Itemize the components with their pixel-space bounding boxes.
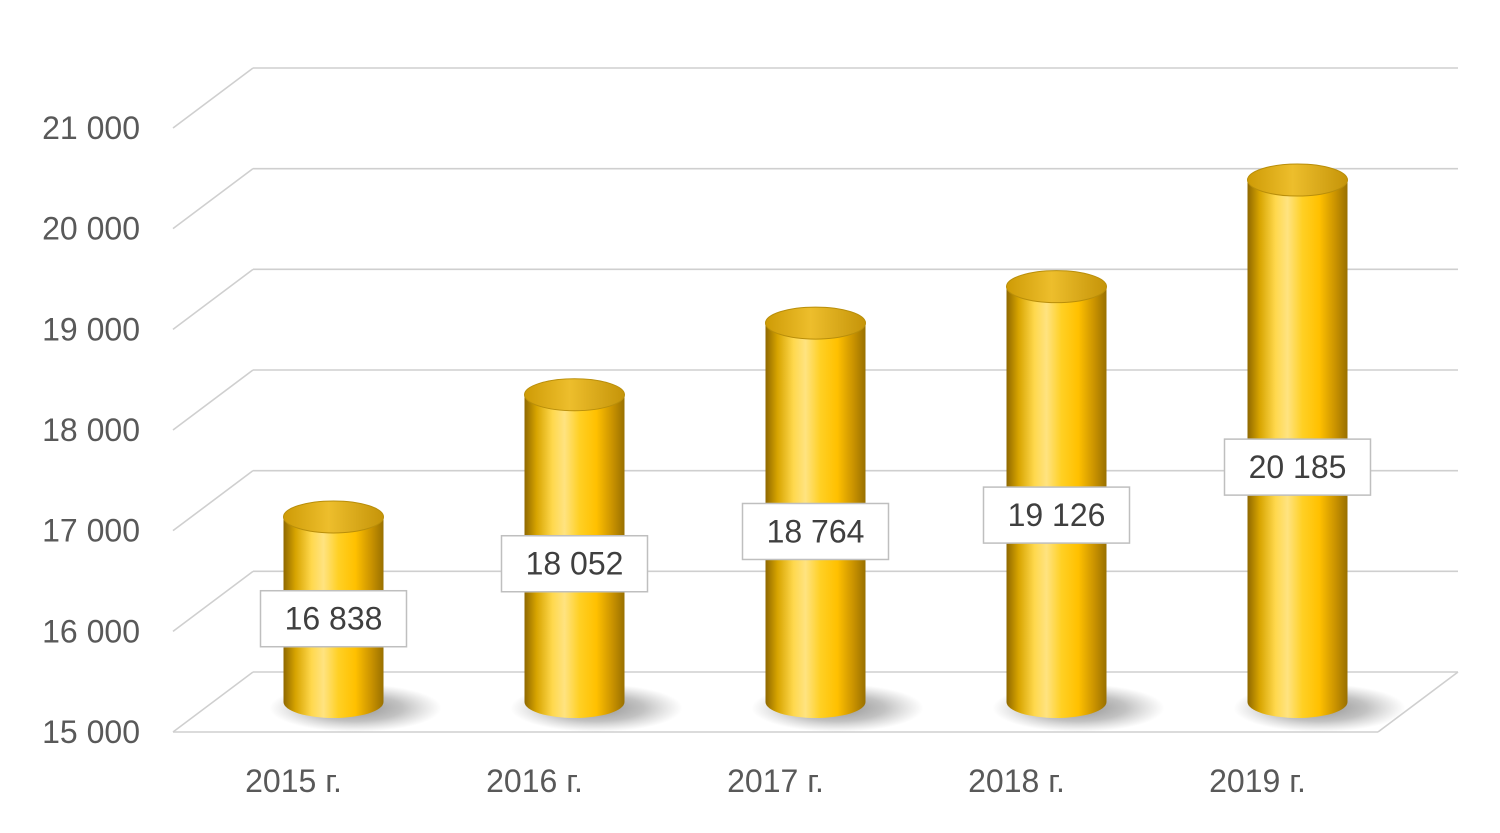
data-label-box: [741, 502, 890, 561]
data-label-box: [500, 534, 649, 593]
data-label: 18 764: [741, 502, 890, 561]
y-axis-tick-label: 17 000: [42, 513, 140, 549]
data-label-value: 19 126: [1008, 497, 1106, 533]
cylinder-top: [524, 378, 625, 412]
gridline-side-diagonal: [172, 369, 254, 431]
data-label: 19 126: [982, 486, 1131, 544]
data-label-box: [1223, 438, 1372, 496]
y-axis-tick-label: 15 000: [42, 714, 140, 750]
x-axis-tick-label: 2019 г.: [1209, 763, 1306, 799]
gridline-side-diagonal: [172, 470, 254, 532]
x-axis-tick-label: 2018 г.: [968, 763, 1065, 799]
gridline-side-diagonal: [172, 570, 254, 632]
x-axis-tick-label: 2017 г.: [727, 763, 824, 799]
y-axis-tick-label: 20 000: [42, 211, 140, 247]
x-axis-tick-label: 2015 г.: [245, 763, 342, 799]
y-axis-tick-label: 16 000: [42, 613, 140, 649]
y-axis-tick-label: 18 000: [42, 412, 140, 448]
data-label: 16 838: [259, 589, 408, 648]
data-label: 18 052: [500, 534, 649, 593]
gridline-side-diagonal: [172, 67, 254, 129]
data-label-value: 16 838: [285, 601, 383, 637]
data-label-value: 20 185: [1249, 449, 1347, 485]
gridline-side-diagonal: [172, 671, 254, 733]
data-label-value: 18 052: [526, 546, 624, 582]
y-axis-tick-label: 19 000: [42, 311, 140, 347]
gridline-side-diagonal: [172, 268, 254, 330]
data-label-box: [259, 589, 408, 648]
data-label: 20 185: [1223, 438, 1372, 496]
cylinder-top: [1006, 270, 1107, 304]
cylinder-top: [1247, 163, 1348, 197]
data-label-value: 18 764: [767, 513, 865, 549]
y-axis-tick-label: 21 000: [42, 110, 140, 146]
y-axis-labels: 15 000 16 000 17 000 18 000 19 000 20 000 21 0…: [42, 110, 140, 750]
x-axis-labels: 2015 г. 2016 г. 2017 г. 2018 г. 2019 г.: [245, 763, 1306, 799]
data-label-box: [982, 486, 1131, 544]
gridline-side-diagonal: [172, 168, 254, 230]
x-axis-tick-label: 2016 г.: [486, 763, 583, 799]
cylinder-top: [283, 500, 384, 534]
cylinder-top: [765, 306, 866, 340]
floor-right-edge: [1377, 671, 1459, 733]
